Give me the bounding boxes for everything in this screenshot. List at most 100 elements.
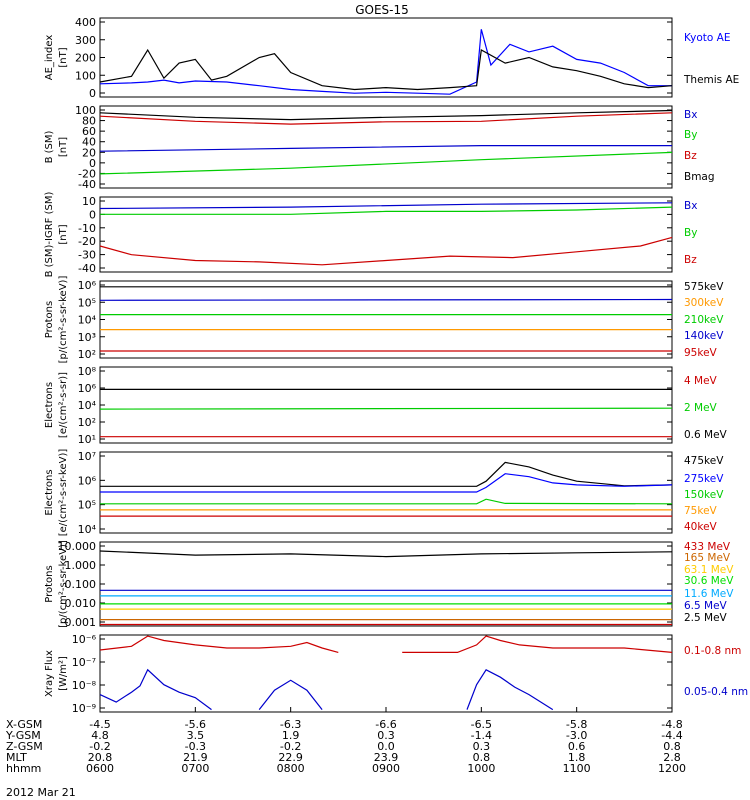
series-bx xyxy=(99,145,672,152)
series-bx xyxy=(99,202,673,210)
x-row-value: 0.0 xyxy=(377,740,395,753)
y-axis-label: Electrons xyxy=(44,469,55,515)
panel-3: 100-10-20-30-40 B (SM)-IGRF (SM) [nT] Bx By B… xyxy=(44,192,697,278)
x-row-value: 21.9 xyxy=(183,751,208,764)
y-tick-label: 10⁴ xyxy=(78,314,97,327)
y-axis-label: AE_index xyxy=(44,35,55,81)
x-row-value: -4.5 xyxy=(89,718,110,731)
legend-entry: By xyxy=(684,227,697,239)
y-tick-label: 60 xyxy=(82,125,96,138)
y-tick-label: 0.010 xyxy=(65,597,97,610)
y-tick-label: 10.000 xyxy=(58,540,97,553)
y-tick-label: 10⁻⁶ xyxy=(72,633,97,646)
series-bz xyxy=(99,112,673,125)
y-axis-label: B (SM)-IGRF (SM) xyxy=(44,192,55,278)
legend-entry: 300keV xyxy=(684,297,724,309)
legend-entry: By xyxy=(684,129,697,141)
y-tick-label: 10² xyxy=(78,416,96,429)
y-tick-label: -20 xyxy=(78,235,96,248)
series-by xyxy=(100,206,673,215)
x-row-value: 0900 xyxy=(372,762,400,775)
y-tick-label: -20 xyxy=(78,167,96,180)
x-row-value: 20.8 xyxy=(88,751,113,764)
legend-entry: Bz xyxy=(684,150,697,162)
y-axis-label: Protons xyxy=(44,565,55,602)
legend-entry: 475keV xyxy=(684,455,724,467)
legend-entry: 6.5 MeV xyxy=(684,600,728,612)
legend-entry: 30.6 MeV xyxy=(684,575,734,587)
y-axis-label: Protons xyxy=(44,301,55,338)
legend-entry: 75keV xyxy=(684,505,718,517)
y-tick-label: 10¹ xyxy=(78,433,96,446)
y-tick-label: 10⁸ xyxy=(78,365,97,378)
x-row-value: -1.4 xyxy=(471,729,492,742)
y-tick-label: 10⁶ xyxy=(78,279,97,292)
legend-entry: 0.6 MeV xyxy=(684,429,728,441)
legend-entry: 165 MeV xyxy=(684,552,731,564)
y-tick-label: -10 xyxy=(78,222,96,235)
y-tick-label: 300 xyxy=(75,34,96,47)
x-row-value: -0.2 xyxy=(89,740,110,753)
x-row-value: 0.6 xyxy=(568,740,586,753)
legend-entry: Themis AE xyxy=(683,74,739,86)
y-axis-label: [nT] xyxy=(58,47,69,67)
panel-7: 10.000 1.000 0.100 0.010 0.001 Protons [p/(cm²… xyxy=(44,540,734,629)
series-themis-ae xyxy=(99,48,673,91)
y-tick-label: 10⁴ xyxy=(78,523,97,536)
panel-frame xyxy=(99,17,673,98)
series-2-mev xyxy=(99,407,673,410)
legend-entry: Bmag xyxy=(684,171,715,183)
x-row-value: -6.3 xyxy=(280,718,301,731)
legend-entry: 4 MeV xyxy=(684,375,718,387)
y-axis-label: [nT] xyxy=(58,224,69,244)
series-by xyxy=(99,151,673,175)
y-tick-label: 0 xyxy=(89,87,96,100)
y-tick-label: 40 xyxy=(82,136,96,149)
x-row-value: -6.6 xyxy=(375,718,396,731)
x-row-value: 0800 xyxy=(277,762,305,775)
plot-title: GOES-15 xyxy=(355,3,409,17)
date-label: 2012 Mar 21 xyxy=(6,786,76,799)
legend-entry: 0.1-0.8 nm xyxy=(684,645,741,657)
y-tick-label: 20 xyxy=(82,146,96,159)
series-bmag xyxy=(99,109,673,121)
y-tick-label: 0 xyxy=(89,157,96,170)
x-row-value: -0.3 xyxy=(185,740,206,753)
series-150kev xyxy=(100,498,673,505)
y-axis-label: [p/(cm²-s-sr-keV)] xyxy=(58,276,69,364)
series-0-05-0-4-nm xyxy=(99,668,212,711)
y-tick-label: -40 xyxy=(78,262,96,275)
legend-entry: 0.05-0.4 nm xyxy=(684,686,748,698)
series-0-1-0-8-nm xyxy=(402,635,673,654)
series-475kev xyxy=(100,461,673,487)
x-row-value: 1.9 xyxy=(282,729,300,742)
legend-entry: 150keV xyxy=(684,489,724,501)
x-row-value: -5.6 xyxy=(185,718,206,731)
x-row-value: 1200 xyxy=(658,762,686,775)
panel-1: 400 300 200 100 0 AE_index [nT] Kyoto AE Themis … xyxy=(44,16,739,100)
panel-frame xyxy=(99,280,673,359)
y-axis-label: Xray Flux xyxy=(44,650,55,697)
y-tick-label: 10⁵ xyxy=(78,296,96,309)
legend-entry: 433 MeV xyxy=(684,541,731,553)
x-row-value: 4.8 xyxy=(91,729,109,742)
panel-frame xyxy=(99,634,673,713)
y-axis-label: [e/(cm²-s-sr)] xyxy=(58,372,69,438)
x-row-value: 2.8 xyxy=(663,751,681,764)
series-0-05-0-4-nm xyxy=(466,669,554,711)
x-row-label: Y-GSM xyxy=(5,729,41,742)
y-tick-label: 10⁻⁹ xyxy=(72,702,96,715)
series-0-1-0-8-nm xyxy=(99,635,339,653)
legend-entry: Bz xyxy=(684,254,697,266)
x-axis-table: X-GSM -4.5 -5.6 -6.3 -6.6 -6.5 -5.8 -4.8 Y-GSM 4.… xyxy=(5,707,686,775)
legend-entry: Bx xyxy=(684,109,697,121)
legend-entry: 575keV xyxy=(684,281,724,293)
y-tick-label: 400 xyxy=(75,16,96,29)
y-tick-label: 10² xyxy=(78,348,96,361)
y-tick-label: 10⁻⁸ xyxy=(72,679,97,692)
x-row-value: 22.9 xyxy=(278,751,303,764)
x-row-label: hhmm xyxy=(6,762,41,775)
y-tick-label: 0.100 xyxy=(65,578,97,591)
